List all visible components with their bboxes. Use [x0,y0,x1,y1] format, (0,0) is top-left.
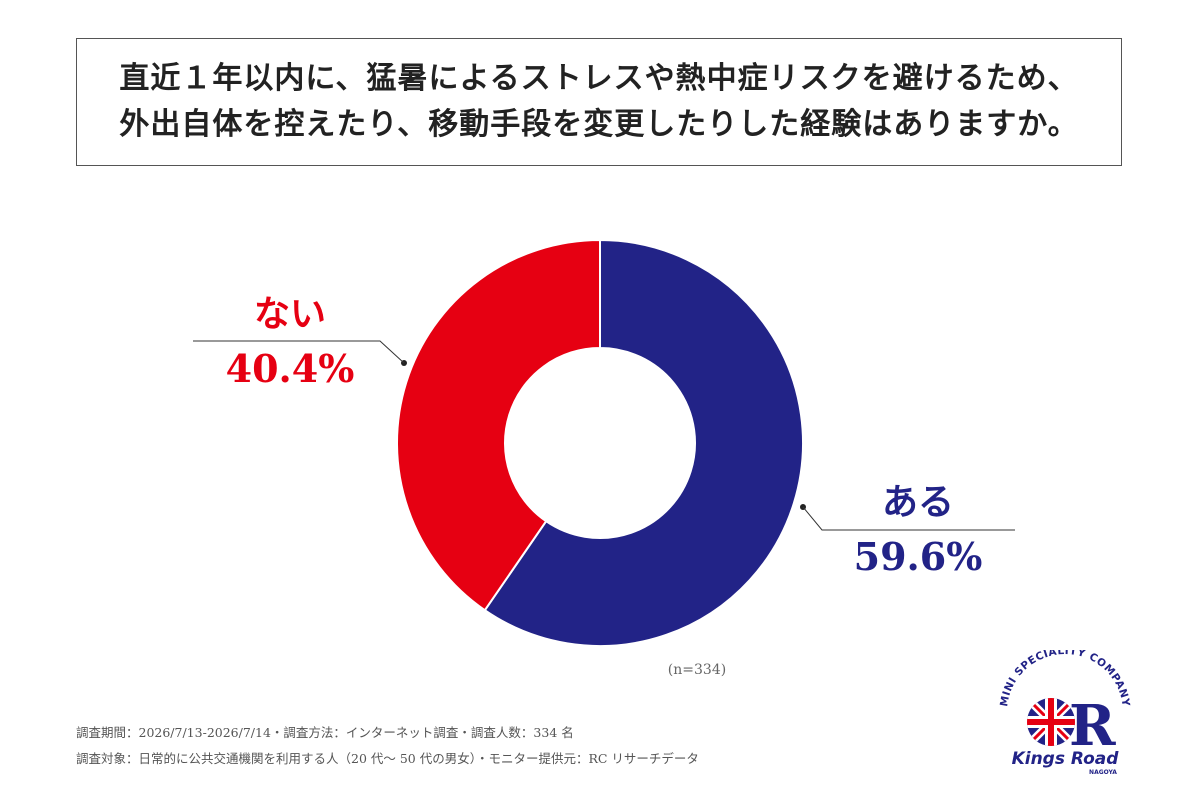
logo-sub-text: NAGOYA [1089,769,1117,776]
slice-label-1: ない [254,293,326,335]
slice-label-0: ある [882,481,954,523]
survey-info-line-2: 調査対象：日常的に公共交通機関を利用する人（20 代～ 50 代の男女）・モニタ… [76,751,699,766]
survey-info-line-1: 調査期間：2026/7/13-2026/7/14・調査方法：インターネット調査・… [76,725,574,740]
question-title-line-1: 直近１年以内に、猛暑によるストレスや熱中症リスクを避けるため、 [119,61,1079,96]
kings-road-logo: MINI SPECIALITY COMPANY R Kings Road NAG… [998,650,1131,776]
sample-size-label: (n=334) [668,662,726,678]
logo-letter-r: R [1069,693,1116,759]
logo-brand-name: Kings Road [1012,749,1120,769]
slice-value-label-0: 59.6% [854,534,983,579]
callout-line-0 [802,506,1015,531]
donut-slice-1 [396,238,601,612]
question-title-box: 直近１年以内に、猛暑によるストレスや熱中症リスクを避けるため、 外出自体を控えた… [76,38,1122,166]
callout-line-1 [193,340,405,364]
question-title-line-2: 外出自体を控えたり、移動手段を変更したりした経験はありますか。 [119,107,1079,142]
donut-slice-0 [483,238,804,647]
slice-value-label-1: 40.4% [226,346,355,391]
